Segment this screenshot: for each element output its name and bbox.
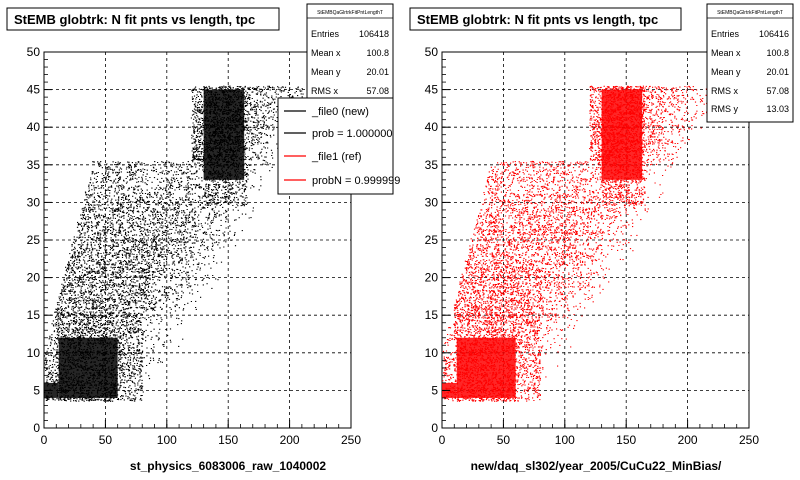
- x-tick-label: 150: [616, 433, 636, 447]
- stats-value-meanx-right: 100.8: [766, 48, 789, 58]
- y-tick-label: 5: [431, 383, 438, 397]
- stats-label-meany-left: Mean y: [311, 67, 341, 77]
- stats-value-meanx-left: 100.8: [366, 48, 389, 58]
- stats-value-meany-right: 20.01: [766, 67, 789, 77]
- x-tick-label: 250: [739, 433, 759, 447]
- x-tick-label: 0: [41, 433, 48, 447]
- y-tick-label: 50: [425, 45, 439, 59]
- y-tick-label: 50: [27, 45, 41, 59]
- ticks-right: 0 50 100 150 200 250 0 5 10 15 20 25 30 35 40 45 50: [425, 45, 760, 447]
- x-axis-label-left: st_physics_6083006_raw_1040002: [130, 459, 326, 473]
- y-tick-label: 25: [425, 233, 439, 247]
- points-right: [442, 85, 720, 402]
- title-box-left: [6, 7, 280, 31]
- stats-label-meany-right: Mean y: [711, 67, 741, 77]
- y-tick-label: 40: [27, 120, 41, 134]
- y-tick-label: 0: [431, 421, 438, 435]
- legend-entry-2: _file1 (ref): [311, 151, 362, 163]
- stats-value-entries-right: 106416: [759, 29, 789, 39]
- x-tick-label: 200: [280, 433, 300, 447]
- x-tick-label: 200: [678, 433, 698, 447]
- ticks-left: 0 50 100 150 200 250 0 5 10 15 20 25 30 35 40 45 50: [27, 45, 362, 447]
- y-tick-label: 15: [425, 308, 439, 322]
- panel-left: 0 50 100 150 200 250 0 5 10 15 20 25 30 35 40 45 50 StEM…: [6, 3, 400, 473]
- title-box-right: [409, 7, 682, 31]
- y-tick-label: 20: [425, 271, 439, 285]
- y-tick-label: 5: [33, 383, 40, 397]
- stats-value-rmsx-right: 57.08: [766, 86, 789, 96]
- y-tick-label: 25: [27, 233, 41, 247]
- stats-value-rmsy-right: 13.03: [766, 104, 789, 114]
- dense-region: [58, 337, 118, 398]
- x-tick-label: 100: [555, 433, 575, 447]
- dense-region: [456, 337, 516, 398]
- stats-label-entries-right: Entries: [711, 29, 740, 39]
- x-tick-label: 100: [157, 433, 177, 447]
- y-tick-label: 20: [27, 271, 41, 285]
- y-tick-label: 35: [425, 158, 439, 172]
- legend-entry-3: probN = 0.999999: [312, 175, 400, 187]
- points-left: [43, 85, 320, 402]
- x-axis-label-right: new/daq_sl302/year_2005/CuCu22_MinBias/: [471, 459, 722, 473]
- x-tick-label: 250: [341, 433, 361, 447]
- stats-value-meany-left: 20.01: [366, 67, 389, 77]
- y-tick-label: 15: [27, 308, 41, 322]
- y-tick-label: 30: [27, 195, 41, 209]
- stats-header-left: StEMBQaGlrtrkFitPntLengthT: [317, 10, 383, 16]
- y-tick-label: 30: [425, 195, 439, 209]
- x-tick-label: 150: [218, 433, 238, 447]
- chart-title-right: StEMB globtrk: N fit pnts vs length, tpc: [417, 12, 658, 27]
- x-tick-label: 50: [497, 433, 511, 447]
- y-tick-label: 45: [27, 83, 41, 97]
- x-tick-label: 0: [439, 433, 446, 447]
- stats-label-rmsx-left: RMS x: [311, 86, 339, 96]
- stats-label-rmsy-right: RMS y: [711, 104, 739, 114]
- stats-value-entries-left: 106418: [359, 29, 389, 39]
- y-tick-label: 45: [425, 83, 439, 97]
- stats-label-rmsx-right: RMS x: [711, 86, 739, 96]
- y-tick-label: 0: [33, 421, 40, 435]
- chart-title-left: StEMB globtrk: N fit pnts vs length, tpc: [14, 12, 255, 27]
- legend-entry-1: prob = 1.000000: [312, 128, 392, 140]
- stats-label-meanx-right: Mean x: [711, 48, 741, 58]
- panel-right: 0 50 100 150 200 250 0 5 10 15 20 25 30 35 40 45 50 StEM…: [409, 3, 794, 473]
- stats-box-right: [706, 3, 794, 123]
- y-tick-label: 40: [425, 120, 439, 134]
- legend-entry-0: _file0 (new): [311, 106, 369, 118]
- y-tick-label: 10: [27, 346, 41, 360]
- stats-value-rmsx-left: 57.08: [366, 86, 389, 96]
- y-tick-label: 10: [425, 346, 439, 360]
- stats-label-entries-left: Entries: [311, 29, 340, 39]
- dense-region: [601, 89, 643, 180]
- legend-box: [277, 97, 394, 195]
- stats-label-meanx-left: Mean x: [311, 48, 341, 58]
- stats-box-left: [306, 3, 394, 99]
- y-tick-label: 35: [27, 158, 41, 172]
- x-tick-label: 50: [99, 433, 113, 447]
- dense-region: [203, 89, 245, 180]
- stats-header-right: StEMBQaGlrtrkFitPntLengthT: [717, 10, 783, 16]
